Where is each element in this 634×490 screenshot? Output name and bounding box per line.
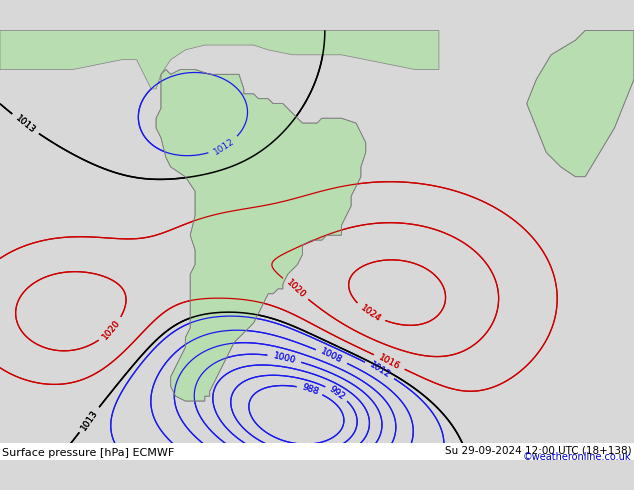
Text: 1000: 1000	[272, 351, 297, 365]
Text: Su 29-09-2024 12:00 UTC (18+138): Su 29-09-2024 12:00 UTC (18+138)	[445, 446, 631, 456]
Text: 1008: 1008	[320, 347, 344, 366]
Text: 1024: 1024	[358, 303, 382, 323]
Text: ©weatheronline.co.uk: ©weatheronline.co.uk	[523, 452, 631, 462]
Text: 1013: 1013	[79, 408, 100, 432]
Text: 1020: 1020	[284, 278, 307, 300]
Text: 992: 992	[327, 384, 346, 402]
Text: 988: 988	[301, 383, 320, 397]
Text: 996: 996	[249, 443, 269, 459]
Text: 1016: 1016	[377, 353, 401, 371]
Text: 1012: 1012	[368, 360, 392, 380]
Text: 1020: 1020	[284, 278, 307, 300]
Text: 1012: 1012	[368, 360, 392, 380]
Text: 1000: 1000	[272, 351, 297, 365]
Polygon shape	[156, 70, 366, 401]
Text: 1024: 1024	[358, 303, 382, 323]
Text: 1013: 1013	[79, 408, 100, 432]
Text: 1020: 1020	[100, 318, 122, 341]
Text: Surface pressure [hPa] ECMWF: Surface pressure [hPa] ECMWF	[3, 448, 175, 458]
Text: 1016: 1016	[377, 353, 401, 371]
Text: 1020: 1020	[100, 318, 122, 341]
Text: 1004: 1004	[206, 444, 230, 465]
Text: 1012: 1012	[212, 136, 236, 156]
Text: 992: 992	[327, 384, 346, 402]
Bar	[0, 442, 634, 460]
Polygon shape	[0, 30, 439, 89]
Text: 1004: 1004	[206, 444, 230, 465]
Text: 1013: 1013	[14, 113, 37, 135]
Text: 1012: 1012	[212, 136, 236, 156]
Text: 1013: 1013	[14, 113, 37, 135]
Text: 988: 988	[301, 383, 320, 397]
Polygon shape	[527, 30, 634, 177]
Text: 996: 996	[249, 443, 269, 459]
Text: 1008: 1008	[320, 347, 344, 366]
